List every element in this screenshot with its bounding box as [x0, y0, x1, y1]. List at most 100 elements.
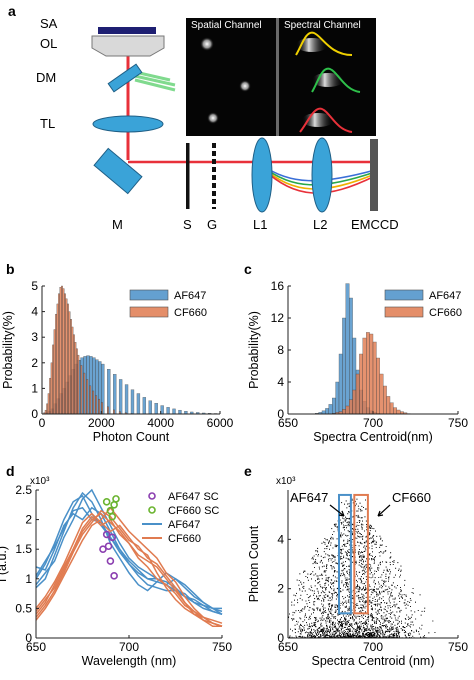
- b-bar-cf660-19: [70, 319, 72, 415]
- e-gate-cf660: [353, 493, 369, 615]
- b-bar-cf660-26: [83, 372, 86, 415]
- b-xtick-label-2: 4000: [147, 416, 174, 430]
- chart-d: 650 700 750 0 0.5 1 1.5 2 2.5 Wavelength (nm) I (a…: [0, 476, 232, 668]
- d-point-cf660-sc-3: [110, 500, 118, 509]
- slit: [186, 143, 190, 209]
- label-l2: L2: [313, 217, 327, 232]
- b-legend-swatch-0: [129, 289, 169, 301]
- d-ytick-label-5: 2.5: [15, 483, 32, 497]
- d-ytick-label-0: 0: [25, 631, 32, 645]
- c-xtick-label-1: 700: [363, 416, 383, 430]
- d-point-cf660-sc-2: [108, 512, 117, 521]
- panel-a-label: a: [8, 3, 16, 19]
- b-bar-cf660-34: [113, 409, 115, 415]
- channel-divider: [276, 18, 279, 136]
- b-bar-cf660-28: [89, 385, 92, 415]
- spatial-channel-title: Spatial Channel: [191, 20, 262, 31]
- e-xtick-label-1: 700: [363, 640, 383, 654]
- c-ytick-label-4: 16: [271, 279, 285, 293]
- b-bar-cf660-2: [44, 409, 47, 415]
- e-ytick-label-1: 2: [277, 582, 284, 596]
- c-legend-swatch-1: [384, 306, 424, 318]
- d-point-cf660-sc-0: [102, 498, 111, 506]
- dichroic-mirror: [107, 63, 143, 93]
- d-legend-label-2: AF647: [168, 519, 200, 531]
- d-xtick-label-1: 700: [119, 640, 139, 654]
- b-bar-cf660-21: [72, 334, 75, 415]
- b-bar-af647-32: [172, 408, 176, 415]
- spatial-spot-2: [239, 80, 251, 92]
- b-ytick-label-3: 3: [31, 330, 38, 344]
- c-bar-cf660-5: [349, 399, 353, 415]
- chart-e: 650 700 750 0 2 4 Spectra Centroid (nm) Photon …: [247, 476, 468, 668]
- d-point-af647-sc-2: [104, 542, 113, 551]
- b-bar-cf660-18: [68, 311, 71, 415]
- b-xtick-label-1: 2000: [88, 416, 115, 430]
- c-bar-cf660-10: [366, 332, 370, 415]
- panel-c: c 650 700 750 0 4 8 12 16 Spectra Centroid(nm) Pr…: [244, 261, 468, 444]
- label-m: M: [112, 217, 123, 232]
- b-xlabel: Photon Count: [93, 430, 170, 444]
- sample-slide: [98, 27, 156, 34]
- mirror: [93, 147, 143, 195]
- c-bar-af647-5: [332, 397, 336, 415]
- b-bar-af647-28: [148, 400, 152, 415]
- d-legend-label-0: AF647 SC: [168, 491, 219, 503]
- label-sa: SA: [40, 16, 58, 31]
- b-bar-af647-26: [136, 393, 141, 415]
- e-xtick-label-0: 650: [278, 640, 298, 654]
- panel-e-label: e: [244, 463, 252, 479]
- chart-b: 0 2000 4000 6000 0 1 2 3 4 5 Photon Count Probabili…: [1, 279, 234, 444]
- d-line-af647-3: [35, 488, 222, 610]
- spectrum-yellow: [295, 31, 353, 56]
- label-s: S: [183, 217, 192, 232]
- c-legend-label-1: CF660: [429, 307, 462, 319]
- c-ytick-label-2: 8: [277, 343, 284, 357]
- c-ytick-label-1: 4: [277, 375, 284, 389]
- c-xtick-label-0: 650: [278, 416, 298, 430]
- b-bar-cf660-11: [58, 293, 60, 415]
- b-bar-cf660-24: [77, 354, 80, 415]
- b-bar-cf660-14: [62, 288, 65, 415]
- b-bar-cf660-8: [53, 329, 56, 415]
- d-point-af647-sc-0: [99, 545, 107, 554]
- e-ylabel: Photon Count: [247, 525, 261, 602]
- b-bar-af647-22: [113, 374, 117, 415]
- d-point-af647-sc-1: [102, 530, 111, 539]
- c-bar-cf660-8: [359, 353, 363, 415]
- label-l1: L1: [253, 217, 267, 232]
- b-legend-label-0: AF647: [174, 290, 206, 302]
- b-bar-cf660-12: [59, 287, 62, 415]
- b-ylabel: Probability(%): [1, 311, 15, 389]
- b-bar-cf660-31: [98, 398, 101, 415]
- panel-d: d 650 700 750 0 0.5 1 1.5 2 2.5 Wavelength (nm) I …: [0, 463, 232, 668]
- c-bar-cf660-7: [355, 373, 360, 415]
- b-bar-cf660-22: [74, 342, 77, 415]
- d-xtick-label-0: 650: [26, 640, 46, 654]
- c-bar-cf660-18: [393, 407, 397, 415]
- d-point-af647-sc-4: [108, 533, 117, 542]
- c-bar-af647-6: [335, 381, 340, 415]
- d-line-cf660-4: [35, 515, 223, 627]
- c-bar-af647-7: [338, 353, 343, 415]
- d-line-af647-0: [35, 494, 223, 613]
- c-legend-swatch-0: [384, 289, 424, 301]
- c-bar-cf660-11: [369, 333, 374, 415]
- d-line-cf660-3: [35, 509, 223, 627]
- d-line-cf660-1: [35, 506, 223, 627]
- c-bar-af647-9: [345, 283, 350, 415]
- c-bar-cf660-3: [342, 409, 346, 415]
- d-ytick-label-3: 1.5: [15, 542, 32, 556]
- c-xlabel: Spectra Centroid(nm): [313, 430, 433, 444]
- b-ytick-label-4: 4: [31, 305, 38, 319]
- b-bar-af647-27: [142, 397, 147, 415]
- b-legend-label-1: CF660: [174, 307, 207, 319]
- label-tl: TL: [40, 116, 55, 131]
- b-bar-cf660-20: [71, 326, 74, 415]
- b-bar-cf660-27: [86, 379, 89, 415]
- c-bar-cf660-12: [372, 341, 377, 415]
- c-ylabel: Probability(%): [247, 311, 261, 389]
- b-ytick-label-1: 1: [31, 381, 38, 395]
- d-legend-label-1: CF660 SC: [168, 505, 219, 517]
- e-ytick-label-0: 0: [277, 631, 284, 645]
